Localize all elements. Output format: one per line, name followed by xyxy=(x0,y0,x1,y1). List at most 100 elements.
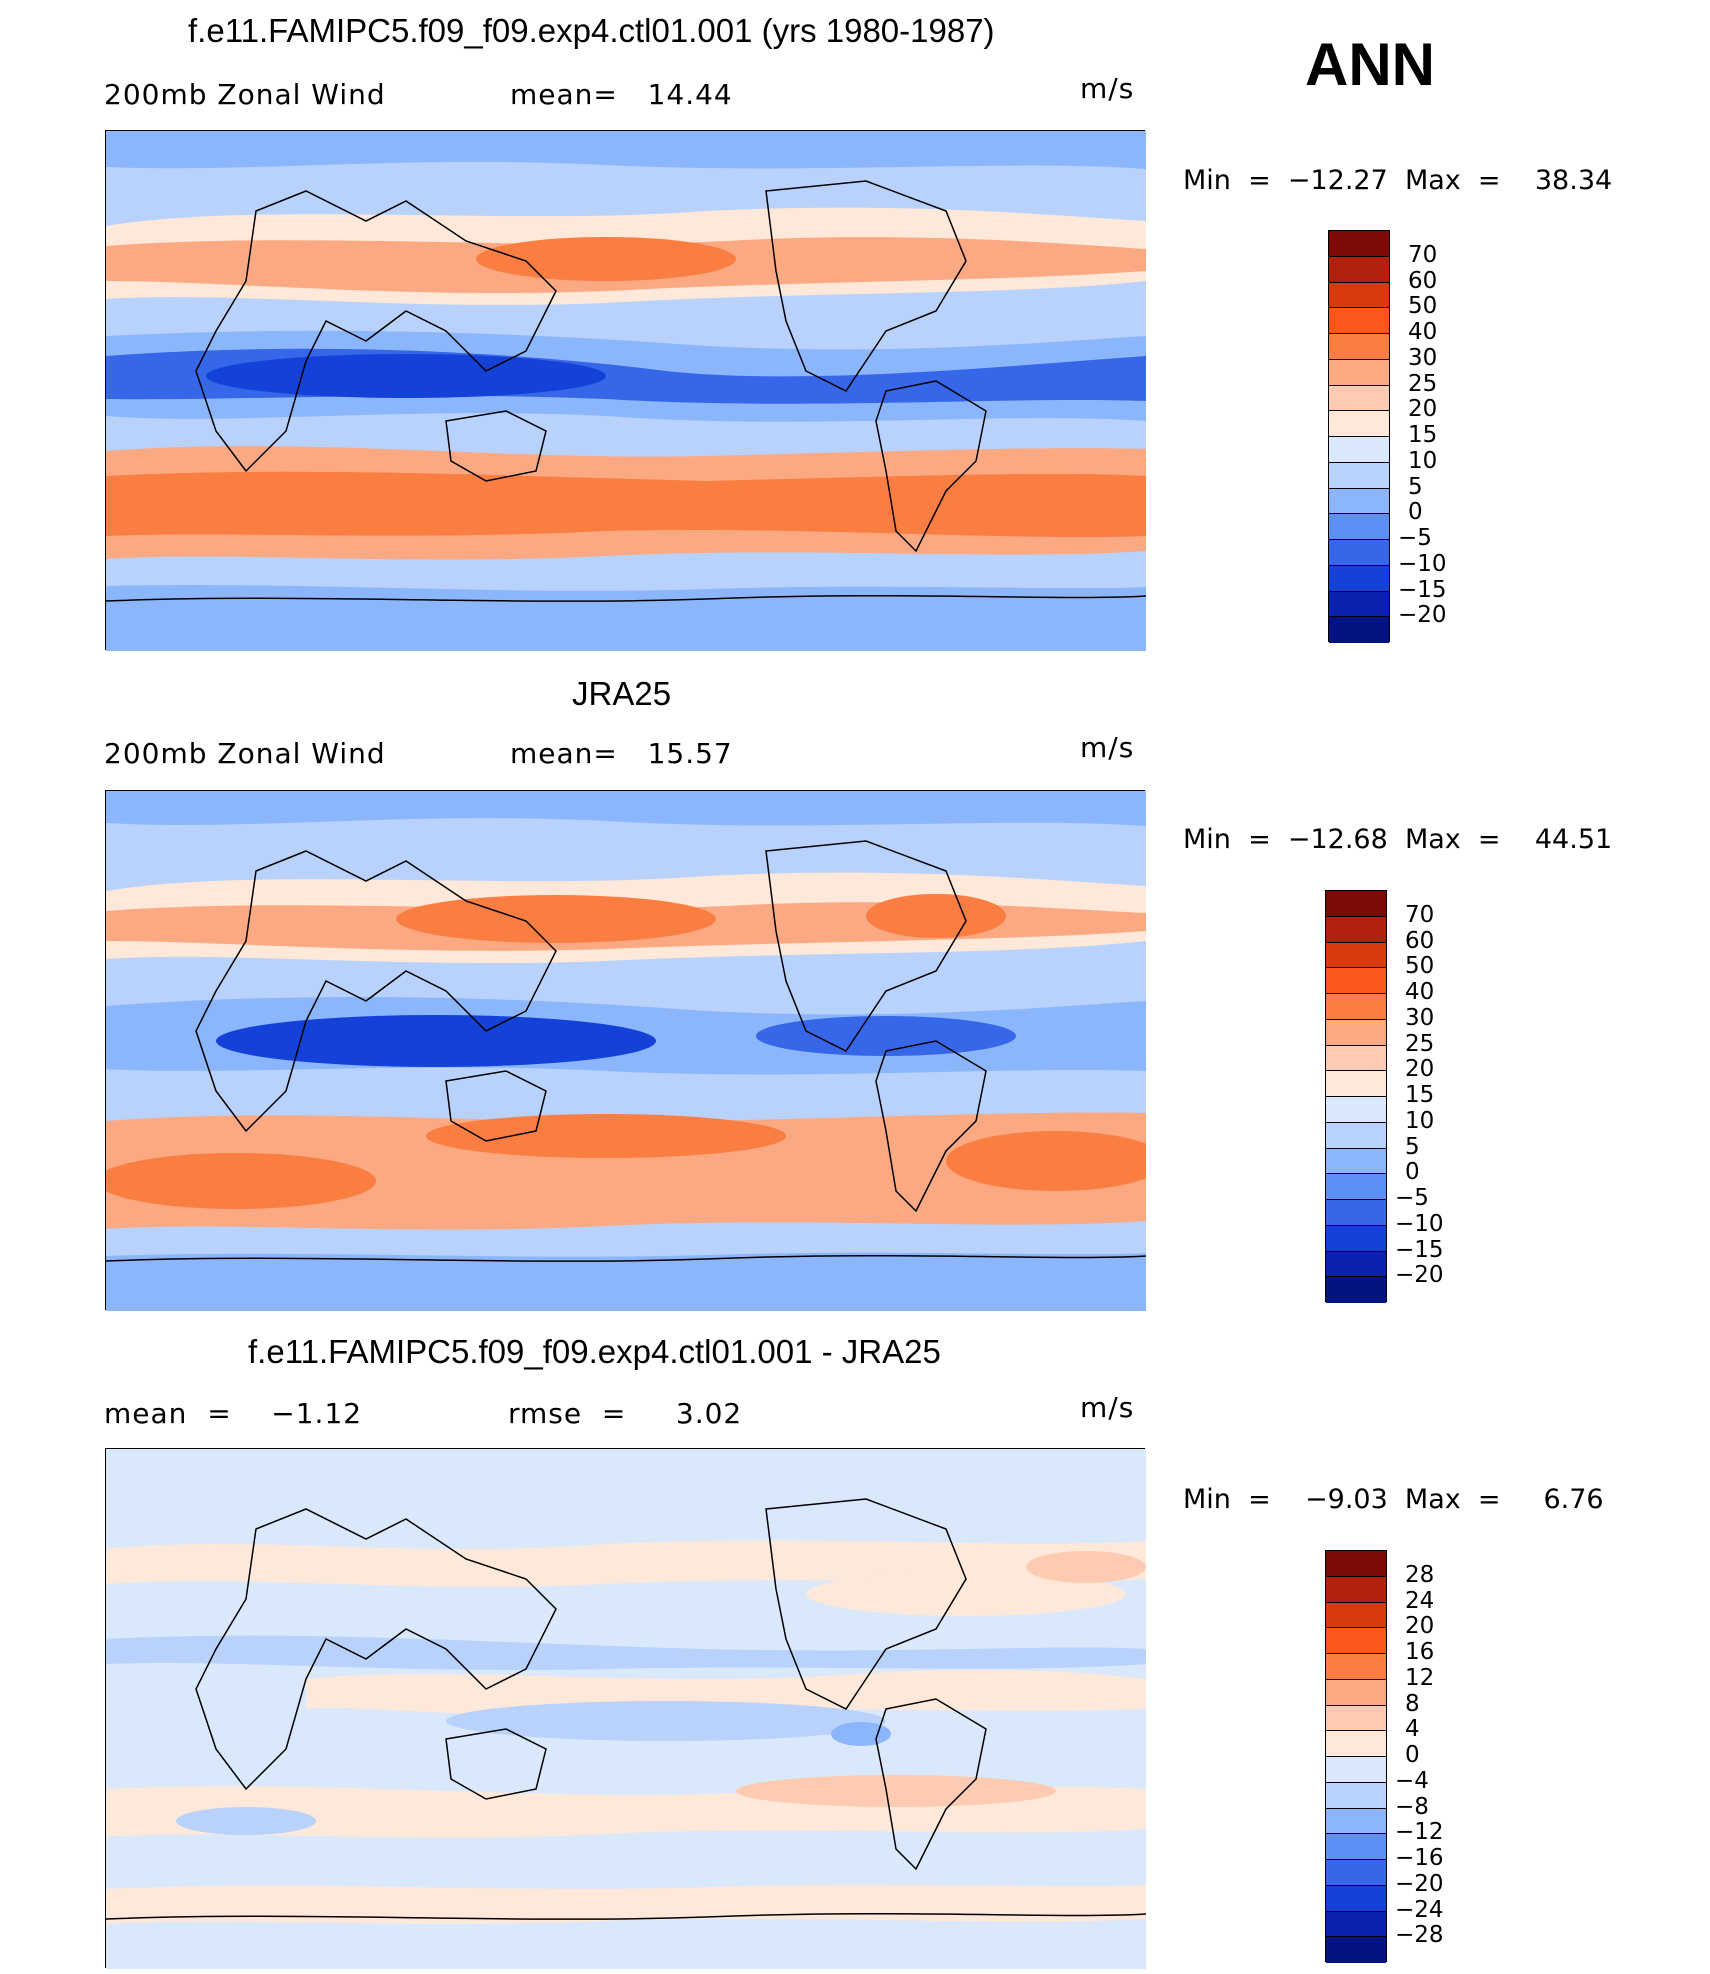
units-label: m/s xyxy=(1080,731,1135,764)
min-max-label: Min = −12.68 Max = 44.51 xyxy=(1183,824,1613,855)
variable-label: 200mb Zonal Wind xyxy=(104,737,386,770)
colorbar-swatch xyxy=(1329,565,1389,592)
colorbar-swatch xyxy=(1326,1071,1386,1097)
colorbar-swatch xyxy=(1326,942,1386,969)
colorbar-tick-label: −10 xyxy=(1398,550,1447,577)
season-label: ANN xyxy=(1305,31,1435,98)
colorbar-swatch xyxy=(1326,1757,1386,1783)
colorbar-swatch xyxy=(1326,1705,1386,1732)
colorbar-tick-label: 20 xyxy=(1405,1056,1435,1083)
colorbar-swatch xyxy=(1329,282,1389,309)
panel-title: f.e11.FAMIPC5.f09_f09.exp4.ctl01.001 (yr… xyxy=(188,12,995,49)
colorbar-tick-label: 0 xyxy=(1408,499,1423,526)
colorbar-swatch xyxy=(1326,1251,1386,1278)
colorbar-swatch xyxy=(1326,1782,1386,1809)
colorbar-swatch xyxy=(1329,334,1389,360)
colorbar-tick-label: 10 xyxy=(1405,1107,1435,1134)
colorbar-swatch xyxy=(1326,1679,1386,1706)
colorbar xyxy=(1325,1550,1387,1963)
colorbar-swatch xyxy=(1329,462,1389,489)
colorbar-tick-label: 25 xyxy=(1405,1030,1435,1057)
colorbar-swatch xyxy=(1326,1885,1386,1912)
colorbar-swatch xyxy=(1329,488,1389,515)
colorbar-swatch xyxy=(1326,968,1386,994)
colorbar-swatch xyxy=(1326,1834,1386,1860)
colorbar-tick-label: 50 xyxy=(1408,293,1438,320)
colorbar-tick-label: −8 xyxy=(1395,1793,1429,1820)
min-max-label: Min = −9.03 Max = 6.76 xyxy=(1183,1484,1604,1515)
colorbar-tick-label: 5 xyxy=(1405,1133,1420,1160)
colorbar-tick-label: 12 xyxy=(1405,1664,1435,1691)
colorbar-tick-label: 10 xyxy=(1408,447,1438,474)
colorbar-tick-label: 30 xyxy=(1408,344,1438,371)
colorbar-tick-label: 20 xyxy=(1405,1613,1435,1640)
colorbar-swatch xyxy=(1326,1731,1386,1757)
difference-map xyxy=(105,1448,1146,1969)
colorbar-swatch xyxy=(1326,891,1386,917)
colorbar-swatch xyxy=(1329,437,1389,463)
colorbar-swatch xyxy=(1326,1225,1386,1252)
colorbar-swatch xyxy=(1329,385,1389,412)
colorbar-swatch xyxy=(1326,1148,1386,1175)
colorbar-swatch xyxy=(1329,308,1389,334)
colorbar-tick-label: −12 xyxy=(1395,1819,1444,1846)
mean-label: mean = −1.12 xyxy=(104,1397,363,1430)
colorbar-swatch xyxy=(1326,1019,1386,1046)
units-label: m/s xyxy=(1080,1391,1135,1424)
colorbar-tick-label: 60 xyxy=(1408,267,1438,294)
colorbar-tick-label: 16 xyxy=(1405,1639,1435,1666)
colorbar-swatch xyxy=(1329,231,1389,257)
colorbar-swatch xyxy=(1326,1174,1386,1200)
min-max-label: Min = −12.27 Max = 38.34 xyxy=(1183,165,1613,196)
colorbar-tick-label: −16 xyxy=(1395,1845,1444,1872)
colorbar-swatch xyxy=(1326,1277,1386,1303)
colorbar-tick-label: 50 xyxy=(1405,953,1435,980)
colorbar-tick-label: 15 xyxy=(1408,422,1438,449)
colorbar xyxy=(1328,230,1390,643)
colorbar-tick-label: −5 xyxy=(1398,525,1432,552)
variable-label: 200mb Zonal Wind xyxy=(104,78,386,111)
colorbar-swatch xyxy=(1326,1045,1386,1072)
units-label: m/s xyxy=(1080,72,1135,105)
colorbar-swatch xyxy=(1329,540,1389,566)
zonal-wind-map xyxy=(105,790,1146,1311)
colorbar-swatch xyxy=(1326,1860,1386,1886)
colorbar-tick-label: 4 xyxy=(1405,1716,1420,1743)
colorbar-tick-label: −4 xyxy=(1395,1767,1429,1794)
colorbar-tick-label: 15 xyxy=(1405,1082,1435,1109)
colorbar-tick-label: 25 xyxy=(1408,370,1438,397)
colorbar-swatch xyxy=(1326,1654,1386,1680)
colorbar-tick-label: 60 xyxy=(1405,927,1435,954)
mean-label: mean= 15.57 xyxy=(510,737,733,770)
colorbar-tick-label: 40 xyxy=(1405,979,1435,1006)
colorbar-swatch xyxy=(1326,1551,1386,1577)
colorbar-swatch xyxy=(1326,994,1386,1020)
mean-label: mean= 14.44 xyxy=(510,78,733,111)
colorbar-swatch xyxy=(1329,514,1389,540)
colorbar-tick-label: −5 xyxy=(1395,1185,1429,1212)
colorbar-swatch xyxy=(1329,411,1389,437)
colorbar-tick-label: −15 xyxy=(1398,576,1447,603)
colorbar-tick-label: 30 xyxy=(1405,1004,1435,1031)
colorbar-tick-label: −10 xyxy=(1395,1210,1444,1237)
colorbar-swatch xyxy=(1326,916,1386,943)
colorbar-tick-label: 5 xyxy=(1408,473,1423,500)
colorbar-swatch xyxy=(1329,256,1389,283)
colorbar-tick-label: −28 xyxy=(1395,1922,1444,1949)
colorbar-tick-label: −20 xyxy=(1395,1870,1444,1897)
colorbar-tick-label: 8 xyxy=(1405,1690,1420,1717)
rmse-label: rmse = 3.02 xyxy=(508,1397,743,1430)
colorbar-tick-label: −15 xyxy=(1395,1236,1444,1263)
panel-title: JRA25 xyxy=(572,675,672,712)
colorbar-swatch xyxy=(1326,1097,1386,1123)
colorbar-tick-label: 40 xyxy=(1408,319,1438,346)
colorbar-tick-label: 24 xyxy=(1405,1587,1435,1614)
colorbar-swatch xyxy=(1326,1911,1386,1938)
colorbar-swatch xyxy=(1326,1576,1386,1603)
colorbar-swatch xyxy=(1326,1808,1386,1835)
colorbar-tick-label: −20 xyxy=(1395,1262,1444,1289)
colorbar-swatch xyxy=(1329,359,1389,386)
colorbar-tick-label: 70 xyxy=(1405,901,1435,928)
colorbar-tick-label: −24 xyxy=(1395,1896,1444,1923)
colorbar-swatch xyxy=(1329,591,1389,618)
